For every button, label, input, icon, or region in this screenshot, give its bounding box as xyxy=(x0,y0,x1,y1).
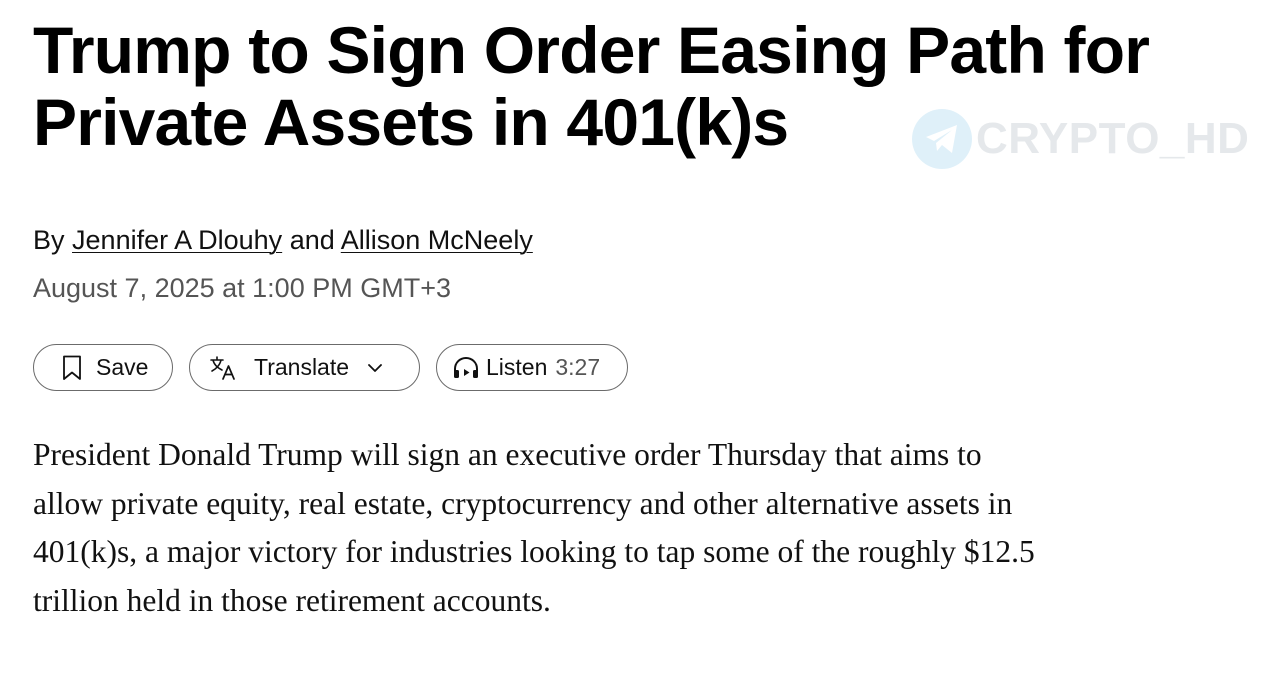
watermark-text: CRYPTO_HD xyxy=(976,114,1250,163)
author-link-1[interactable]: Jennifer A Dlouhy xyxy=(72,225,283,255)
publish-date: August 7, 2025 at 1:00 PM GMT+3 xyxy=(33,273,451,303)
article-actions: Save Translate xyxy=(33,344,628,391)
listen-label: Listen xyxy=(486,354,548,380)
chevron-down-icon xyxy=(367,363,383,373)
translate-button[interactable]: Translate xyxy=(189,344,420,391)
listen-duration: 3:27 xyxy=(555,354,601,380)
telegram-icon xyxy=(912,109,972,169)
save-button[interactable]: Save xyxy=(33,344,173,391)
byline: By Jennifer A Dlouhy and Allison McNeely xyxy=(33,222,533,258)
translate-icon xyxy=(210,355,236,380)
translate-label: Translate xyxy=(254,354,350,380)
headphones-icon xyxy=(452,356,480,380)
watermark: CRYPTO_HD xyxy=(912,108,1249,170)
article-body-paragraph: President Donald Trump will sign an exec… xyxy=(33,437,1035,618)
author-link-2[interactable]: Allison McNeely xyxy=(340,225,533,255)
byline-prefix: By xyxy=(33,225,65,255)
headline-line-1: Trump to Sign Order Easing Path for xyxy=(33,13,1150,87)
byline-conjunction: and xyxy=(289,225,335,255)
bookmark-icon xyxy=(62,355,82,381)
listen-button[interactable]: Listen 3:27 xyxy=(436,344,628,391)
article-headline: Trump to Sign Order Easing Path for Priv… xyxy=(33,14,1263,158)
save-label: Save xyxy=(96,354,149,380)
headline-line-2: Private Assets in 401(k)s xyxy=(33,85,789,159)
